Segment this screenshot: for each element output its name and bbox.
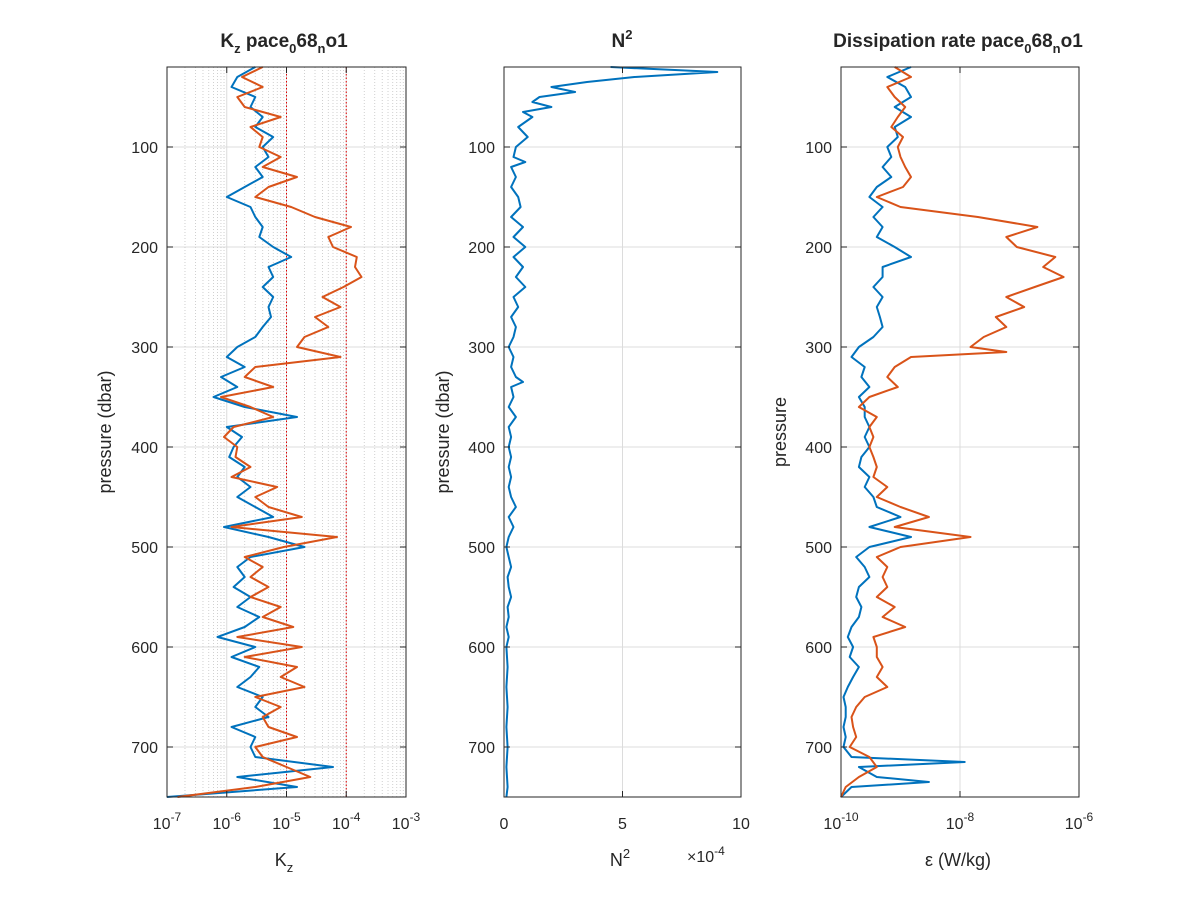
x-tick-label: 10-6 (213, 810, 242, 833)
y-tick-label: 500 (805, 540, 832, 557)
y-tick-label: 500 (468, 540, 495, 557)
x-tick-label: 10 (732, 816, 750, 833)
panel-dissipation-grid (840, 67, 1080, 797)
series-line-2 (840, 66, 1065, 798)
y-tick-label: 100 (468, 140, 495, 157)
y-tick-label: 700 (131, 740, 158, 757)
x-tick-label: 10-5 (272, 810, 301, 833)
panel-n2: N2 100 200 300 400 500 600 700 0 5 10 N2 ×10-4 pr… (433, 27, 750, 870)
y-tick-label: 600 (468, 640, 495, 657)
series-line-1 (840, 66, 966, 798)
y-tick-label: 400 (468, 440, 495, 457)
panel-kz-reference-lines (286, 67, 347, 797)
panel-n2-series (505, 66, 719, 798)
x-tick-label: 10-3 (392, 810, 421, 833)
y-tick-label: 600 (131, 640, 158, 657)
x-tick-label: 0 (500, 816, 509, 833)
series-line-2 (177, 66, 363, 798)
y-tick-label: 200 (805, 240, 832, 257)
panel-n2-xlabel: N2 (610, 846, 630, 870)
panel-dissipation-xlabel: ε (W/kg) (925, 850, 991, 870)
x-tick-label: 10-8 (946, 810, 975, 833)
y-tick-label: 400 (131, 440, 158, 457)
y-tick-label: 100 (805, 140, 832, 157)
panel-n2-grid (503, 67, 742, 797)
panel-kz-ylabel: pressure (dbar) (95, 370, 115, 493)
panel-dissipation-ticks: 100 200 300 400 500 600 700 10-10 10-8 10-6 (805, 67, 1094, 833)
y-tick-label: 400 (805, 440, 832, 457)
x-tick-label: 10-10 (823, 810, 858, 833)
panel-n2-ticks: 100 200 300 400 500 600 700 0 5 10 (468, 67, 750, 833)
y-tick-label: 700 (805, 740, 832, 757)
x-tick-label: 5 (618, 816, 627, 833)
panel-kz-title: Kz pace068no1 (220, 31, 348, 56)
y-tick-label: 700 (468, 740, 495, 757)
panel-n2-x-multiplier: ×10-4 (687, 844, 725, 866)
panel-n2-ylabel: pressure (dbar) (433, 370, 453, 493)
y-tick-label: 300 (131, 340, 158, 357)
x-tick-label: 10-4 (332, 810, 361, 833)
series-line-1 (505, 66, 719, 798)
panel-kz-series (166, 66, 363, 798)
y-tick-label: 300 (805, 340, 832, 357)
y-tick-label: 200 (131, 240, 158, 257)
panel-kz-ticks: 100 200 300 400 500 600 700 10-7 10-6 10-5 10-4 10-… (131, 67, 421, 833)
y-tick-label: 200 (468, 240, 495, 257)
y-tick-label: 600 (805, 640, 832, 657)
panel-dissipation: Dissipation rate pace068no1 100 200 300 400… (770, 31, 1094, 870)
x-tick-label: 10-7 (153, 810, 182, 833)
panel-dissipation-series (840, 66, 1065, 798)
panel-n2-title: N2 (612, 27, 633, 52)
y-tick-label: 500 (131, 540, 158, 557)
panel-dissipation-ylabel: pressure (770, 397, 790, 467)
y-tick-label: 300 (468, 340, 495, 357)
x-tick-label: 10-6 (1065, 810, 1094, 833)
panel-dissipation-title: Dissipation rate pace068no1 (833, 31, 1083, 56)
series-line-1 (166, 66, 334, 798)
panel-kz-xlabel: Kz (275, 850, 294, 875)
y-tick-label: 100 (131, 140, 158, 157)
